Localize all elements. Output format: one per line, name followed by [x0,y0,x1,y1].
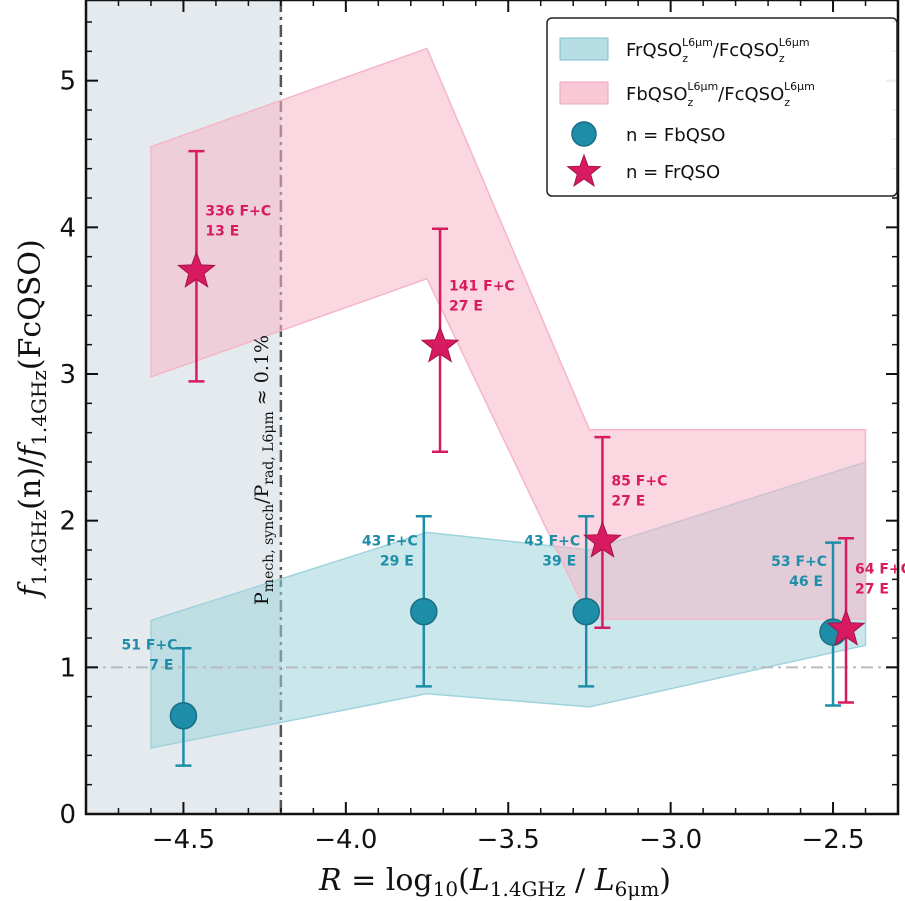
x-tick-label: −3.5 [477,825,540,855]
legend-marker-frqso [566,153,602,187]
annotation-fbqso-3-line2: 46 E [789,574,823,590]
annotation-frqso-2-line2: 27 E [611,493,645,509]
point-fbqso-2 [572,597,600,626]
x-axis-label: R = log10(L1.4GHz / L6μm) [318,863,671,901]
annotation-fbqso-0-line2: 7 E [149,658,173,674]
point-frqso-1 [420,325,460,363]
annotation-layer: 51 F+C 7 E 43 F+C 29 E 43 F+C 39 E 53 F+C 46 E 3… [122,204,905,674]
legend-marker-fbqso [571,121,597,147]
x-tick-label: −4.5 [152,825,215,855]
y-tick-label: 4 [59,213,76,243]
plot-frame [84,0,900,816]
annotation-fbqso-2-line1: 43 F+C [524,534,580,550]
x-tick-label: −2.5 [801,825,864,855]
annotation-frqso-0-line2: 13 E [205,224,239,240]
marker-layer [169,250,866,730]
y-tick-label: 3 [59,360,76,390]
point-frqso-2 [583,520,622,558]
band-layer [150,47,867,749]
legend: FrQSOzL6μm/FcQSOzL6μm FbQSOzL6μm/FcQSOzL… [546,17,898,197]
annotation-fbqso-2-line2: 39 E [542,554,576,570]
y-tick-label: 1 [59,653,76,683]
legend-box [546,17,898,197]
point-fbqso-0 [169,701,198,730]
x-tick-label: −4.0 [314,825,377,855]
vertical-line-label: Pmech, synch/Prad, L6μm ≈ 0.1% [251,335,277,605]
legend-label-fbqso-band: FbQSOzL6μm/FcQSOzL6μm [626,80,815,109]
point-frqso-3 [826,608,866,646]
point-frqso-0 [177,250,216,288]
annotation-fbqso-1-line2: 29 E [380,554,414,570]
annotation-frqso-1-line1: 141 F+C [449,278,515,294]
y-tick-label: 5 [59,67,76,97]
annotation-fbqso-3-line1: 53 F+C [771,554,827,570]
y-axis-label: f1.4GHz(n)/f1.4GHz(FcQSO) [13,239,51,598]
legend-label-frqso: n = FrQSO [626,162,720,183]
annotation-frqso-3-line1: 64 F+C [855,561,905,577]
legend-label-frqso-band: FrQSOzL6μm/FcQSOzL6μm [626,36,810,65]
legend-swatch-frqso-band [559,37,609,61]
legend-label-fbqso: n = FbQSO [626,125,725,146]
annotation-frqso-3-line2: 27 E [855,581,889,597]
x-tick-label: −3.0 [639,825,702,855]
y-tick-label: 0 [59,800,76,830]
point-fbqso-1 [410,597,438,626]
annotation-frqso-0-line1: 336 F+C [205,204,271,220]
annotation-fbqso-1-line1: 43 F+C [362,534,418,550]
annotation-fbqso-0-line1: 51 F+C [122,638,178,654]
band-fbqso [150,47,867,620]
annotation-frqso-1-line2: 27 E [449,298,483,314]
annotation-frqso-2-line1: 85 F+C [611,473,667,489]
y-tick-label: 2 [59,507,76,537]
tick-layer: −4.5 −4.0 −3.5 −3.0 −2.5 0 1 2 3 4 5 [59,0,898,855]
legend-swatch-fbqso-band [559,81,609,105]
